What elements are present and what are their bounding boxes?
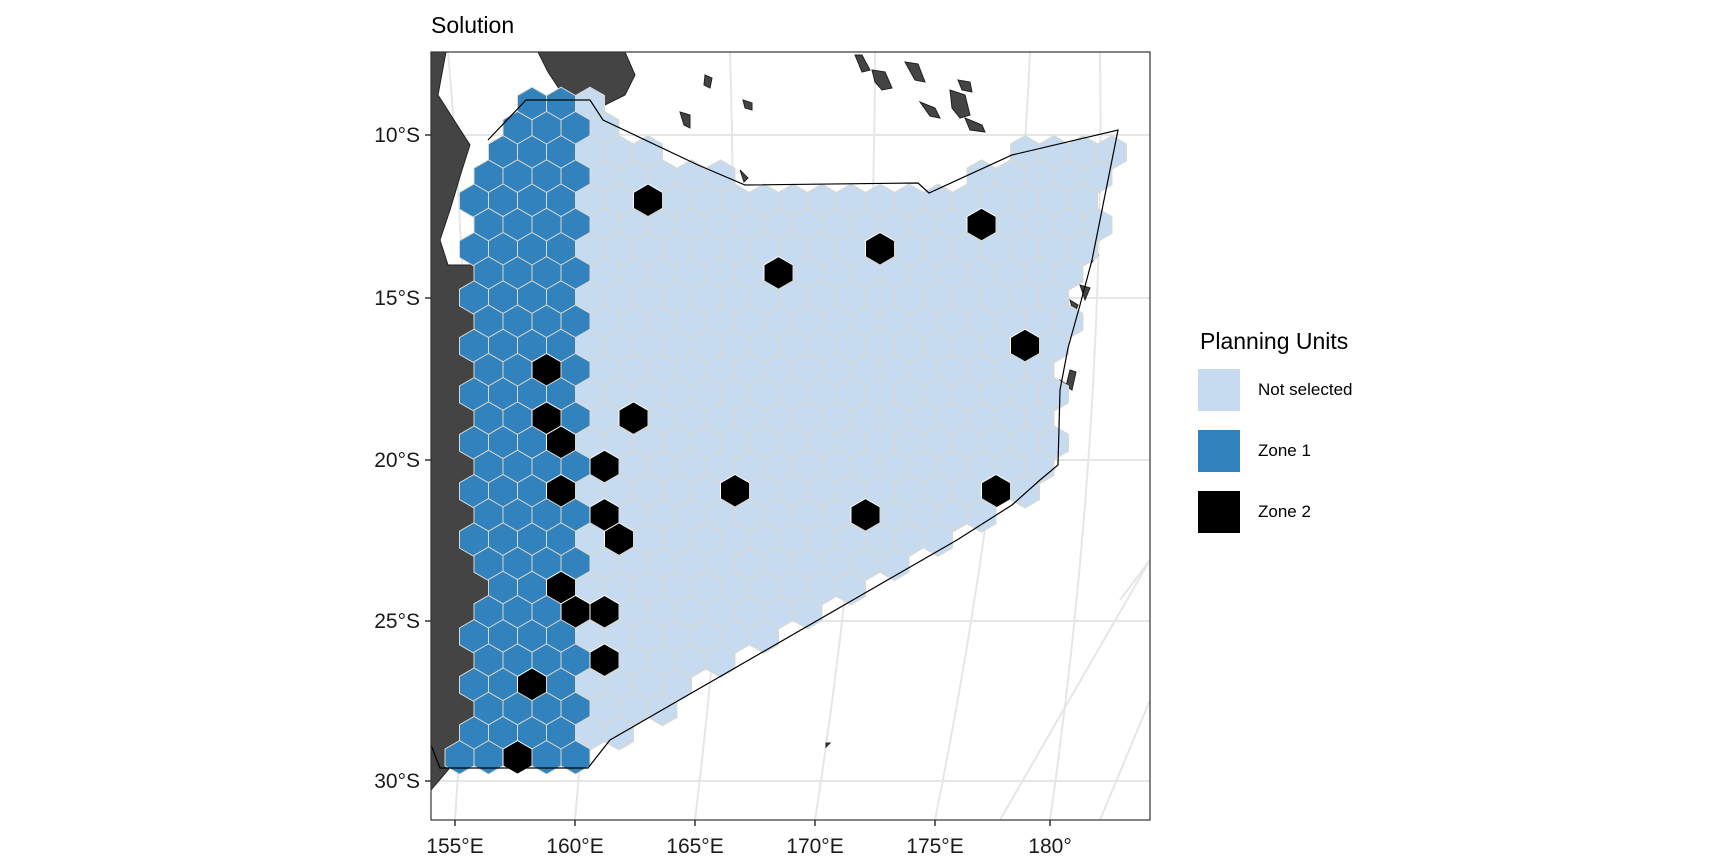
land-polygon xyxy=(854,54,871,73)
graticule-longitude-line xyxy=(999,559,1150,820)
study-area-boundary xyxy=(430,99,1119,769)
land-polygon xyxy=(703,74,713,89)
hex-unit-not-selected xyxy=(792,594,823,630)
x-tick-label: 160°E xyxy=(546,835,603,858)
land-polygon xyxy=(825,742,832,749)
legend-item-zone-1: Zone 1 xyxy=(1198,430,1353,472)
y-tick-label: 30°S xyxy=(374,770,420,793)
x-tick-label: 175°E xyxy=(906,835,963,858)
land-polygon xyxy=(742,99,753,111)
hex-unit-not-selected xyxy=(749,619,779,654)
x-tick-label: 165°E xyxy=(666,835,723,858)
map-title: Solution xyxy=(431,12,515,38)
hex-unit-not-selected xyxy=(966,498,997,533)
map-panel-border xyxy=(430,51,1151,821)
legend-item-zone-2: Zone 2 xyxy=(1198,491,1353,533)
x-tick-label: 155°E xyxy=(426,835,483,858)
planning-units xyxy=(444,86,1127,775)
legend-swatch-not-selected xyxy=(1198,369,1240,411)
legend-label-not-selected: Not selected xyxy=(1258,380,1353,399)
legend: Planning Units Not selected Zone 1 Zone … xyxy=(1198,328,1353,552)
land-polygon xyxy=(918,100,941,119)
land-polygon xyxy=(964,117,986,133)
land-polygon xyxy=(1065,369,1077,391)
legend-swatch-zone-1 xyxy=(1198,430,1240,472)
hex-unit-not-selected xyxy=(923,522,953,557)
hex-unit-not-selected xyxy=(705,643,736,678)
hex-unit-not-selected xyxy=(604,715,634,751)
legend-title: Planning Units xyxy=(1200,328,1349,354)
hex-unit-zone-1 xyxy=(560,740,591,775)
y-axis: 10°S 15°S 20°S 25°S 30°S xyxy=(374,124,431,793)
hex-unit-not-selected xyxy=(647,691,678,727)
y-tick-label: 10°S xyxy=(374,124,420,147)
legend-item-not-selected: Not selected xyxy=(1198,369,1353,411)
land-polygon xyxy=(871,69,893,91)
y-tick-label: 20°S xyxy=(374,449,420,472)
graticule-longitude-line xyxy=(1099,699,1150,820)
land-polygon xyxy=(957,79,973,93)
land-polygon xyxy=(679,111,691,129)
x-tick-label: 170°E xyxy=(786,835,843,858)
land-polygon xyxy=(739,169,749,183)
legend-swatch-zone-2 xyxy=(1198,491,1240,533)
y-tick-label: 15°S xyxy=(374,287,420,310)
legend-label-zone-1: Zone 1 xyxy=(1258,441,1311,460)
land-polygon xyxy=(949,89,971,119)
land-polygon xyxy=(904,61,926,83)
legend-label-zone-2: Zone 2 xyxy=(1258,502,1311,521)
x-tick-label: 180° xyxy=(1028,835,1071,858)
y-tick-label: 25°S xyxy=(374,610,420,633)
x-axis: 155°E 160°E 165°E 170°E 175°E 180° xyxy=(426,820,1072,858)
